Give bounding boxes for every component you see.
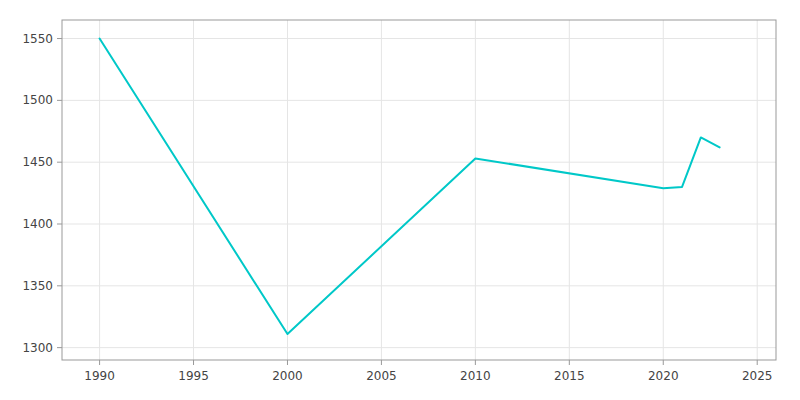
- x-tick: [193, 360, 194, 365]
- x-tick-label: 2015: [554, 369, 585, 383]
- chart-container: 1990 1995 2000 2005 2010 2015 2020 2025 1300 1350…: [0, 0, 800, 400]
- x-tick: [99, 360, 100, 365]
- x-tick: [287, 360, 288, 365]
- grid-line-y: [62, 162, 776, 163]
- x-tick: [569, 360, 570, 365]
- x-tick: [757, 360, 758, 365]
- plot-frame: [62, 20, 776, 360]
- chart: 1990 1995 2000 2005 2010 2015 2020 2025 1300 1350…: [0, 0, 800, 400]
- x-tick-label: 1990: [84, 369, 115, 383]
- y-tick: [57, 162, 62, 163]
- x-tick-label: 2005: [366, 369, 397, 383]
- x-tick: [381, 360, 382, 365]
- grid-line-x: [569, 20, 570, 360]
- y-tick-label: 1550: [22, 32, 53, 46]
- y-tick: [57, 224, 62, 225]
- grid-line-y: [62, 224, 776, 225]
- y-tick: [57, 285, 62, 286]
- axes: 1990 1995 2000 2005 2010 2015 2020 2025 1300 1350…: [22, 32, 772, 383]
- x-tick: [475, 360, 476, 365]
- grid-line-x: [663, 20, 664, 360]
- y-tick: [57, 38, 62, 39]
- y-tick: [57, 100, 62, 101]
- data-line: [100, 39, 720, 334]
- x-tick-label: 1995: [178, 369, 209, 383]
- grid-line-x: [475, 20, 476, 360]
- grid: [62, 20, 776, 360]
- plot-data: [100, 39, 720, 334]
- x-tick-label: 2020: [648, 369, 679, 383]
- x-tick-label: 2000: [272, 369, 303, 383]
- x-tick: [663, 360, 664, 365]
- y-tick-label: 1300: [22, 341, 53, 355]
- x-tick-label: 2010: [460, 369, 491, 383]
- grid-line-x: [381, 20, 382, 360]
- y-tick-label: 1500: [22, 93, 53, 107]
- x-tick-label: 2025: [742, 369, 773, 383]
- grid-line-y: [62, 347, 776, 348]
- y-tick-label: 1450: [22, 155, 53, 169]
- y-tick-label: 1350: [22, 279, 53, 293]
- grid-line-x: [757, 20, 758, 360]
- y-tick: [57, 347, 62, 348]
- page: {"chart_data": {"type": "line", "x": [19…: [0, 0, 800, 400]
- grid-line-y: [62, 100, 776, 101]
- y-tick-label: 1400: [22, 217, 53, 231]
- grid-line-y: [62, 285, 776, 286]
- grid-line-y: [62, 38, 776, 39]
- grid-line-x: [193, 20, 194, 360]
- grid-line-x: [99, 20, 100, 360]
- grid-line-x: [287, 20, 288, 360]
